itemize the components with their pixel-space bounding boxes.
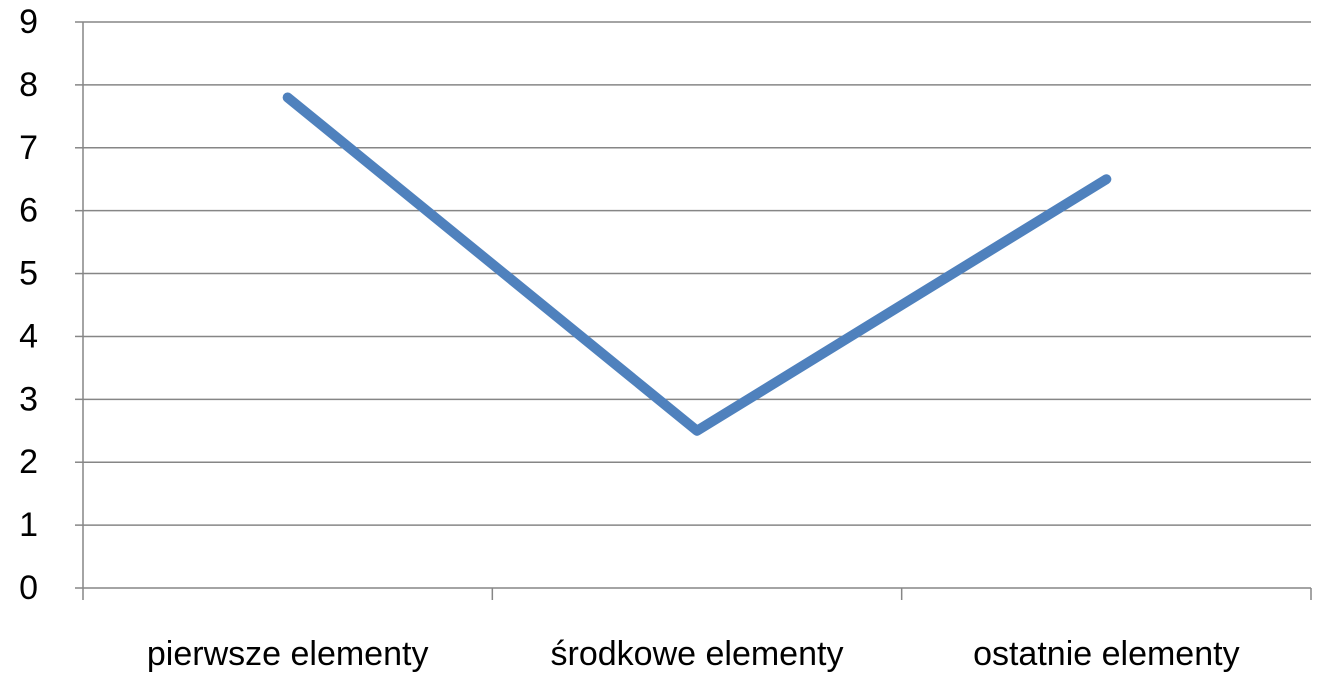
y-tick-label: 1 (19, 506, 38, 544)
y-tick-label: 3 (19, 380, 38, 418)
y-tick-label: 2 (19, 443, 38, 481)
x-tick-label: ostatnie elementy (973, 635, 1240, 673)
y-tick-label: 6 (19, 192, 38, 230)
y-tick-label: 0 (19, 569, 38, 607)
line-series (282, 92, 1112, 436)
y-tick-label: 8 (19, 66, 38, 104)
y-tick-label: 9 (19, 3, 38, 41)
y-tick-label: 7 (19, 129, 38, 167)
y-tick-label: 4 (19, 317, 38, 355)
y-tick-label: 5 (19, 255, 38, 293)
x-tick-label: środkowe elementy (551, 635, 844, 673)
x-tick-label: pierwsze elementy (147, 635, 429, 673)
